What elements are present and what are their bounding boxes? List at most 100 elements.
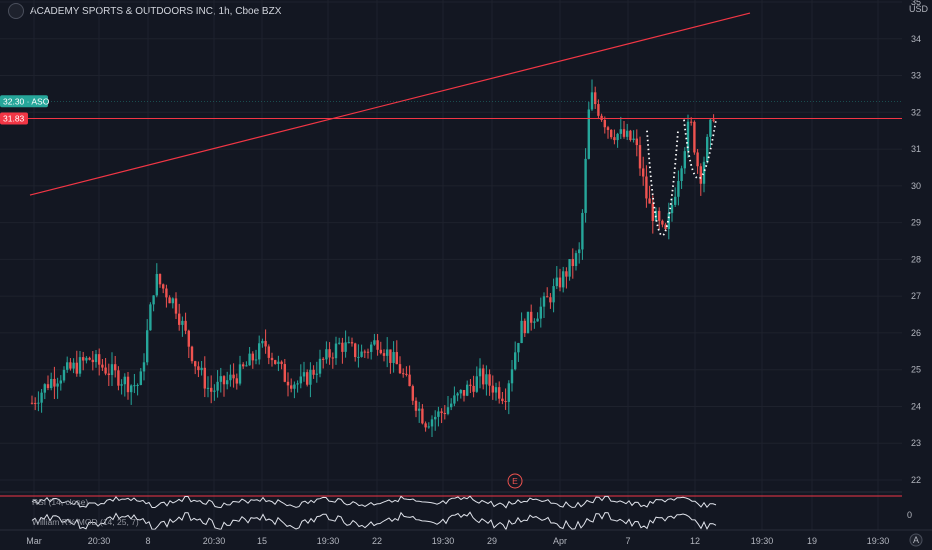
y-tick-label: 26 bbox=[911, 328, 921, 338]
price-tag bbox=[0, 112, 28, 125]
candle-body bbox=[693, 121, 696, 153]
candle-body bbox=[254, 359, 258, 361]
candle-body bbox=[155, 274, 158, 296]
candle-body bbox=[651, 203, 654, 222]
candle-body bbox=[629, 130, 632, 141]
candle-body bbox=[373, 340, 376, 345]
x-tick-label: 22 bbox=[372, 536, 382, 546]
y-tick-label: 22 bbox=[911, 475, 921, 485]
candle-body bbox=[139, 371, 142, 385]
candle-body bbox=[168, 297, 171, 304]
candle-body bbox=[469, 384, 472, 386]
candle-body bbox=[328, 349, 331, 358]
candle-body bbox=[530, 311, 533, 323]
chart-header: ACADEMY SPORTS & OUTDOORS INC, 1h, Cboe … bbox=[8, 3, 281, 19]
candle-body bbox=[171, 298, 174, 304]
candle-body bbox=[299, 376, 302, 384]
candle-body bbox=[78, 357, 82, 374]
candle-body bbox=[210, 387, 213, 392]
candle-body bbox=[542, 296, 546, 307]
candle-body bbox=[427, 426, 430, 428]
x-tick-label: 19:30 bbox=[751, 536, 774, 546]
y-tick-label: 31 bbox=[911, 144, 921, 154]
y-tick-label: 35 bbox=[911, 0, 921, 7]
candle-body bbox=[325, 349, 328, 360]
y-tick-label: 32 bbox=[911, 107, 921, 117]
candle-body bbox=[472, 385, 475, 392]
candle-body bbox=[75, 362, 78, 374]
candle-body bbox=[382, 353, 386, 356]
candle-body bbox=[350, 342, 354, 344]
candle-body bbox=[712, 119, 715, 121]
symbol-logo-icon[interactable] bbox=[8, 3, 24, 19]
candle-body bbox=[37, 402, 40, 404]
candle-body bbox=[482, 368, 485, 385]
candle-body bbox=[600, 115, 603, 120]
candle-body bbox=[341, 342, 344, 352]
price-tags: 32.30 · ASO 31.83 bbox=[0, 95, 50, 125]
candle-body bbox=[203, 367, 206, 389]
candle-body bbox=[258, 343, 261, 360]
candle-body bbox=[366, 351, 370, 353]
candle-body bbox=[290, 385, 293, 389]
candle-body bbox=[520, 320, 523, 344]
price-tag bbox=[0, 95, 48, 108]
candle-body bbox=[181, 320, 184, 325]
candle-body bbox=[414, 400, 418, 411]
candle-body bbox=[398, 364, 402, 374]
candle-body bbox=[142, 362, 146, 372]
candle-body bbox=[130, 385, 133, 393]
williams-r-level-label: 0 bbox=[907, 510, 912, 520]
candle-body bbox=[69, 362, 72, 369]
candle-body bbox=[43, 384, 46, 393]
candle-body bbox=[523, 320, 526, 334]
candle-body bbox=[146, 330, 149, 363]
candle-body bbox=[302, 372, 306, 377]
candle-body bbox=[491, 385, 494, 393]
y-tick-label: 25 bbox=[911, 365, 921, 375]
candle-body bbox=[395, 352, 398, 365]
x-tick-label: 7 bbox=[625, 536, 630, 546]
candle-body bbox=[424, 423, 427, 428]
candle-body bbox=[162, 284, 165, 289]
candle-body bbox=[136, 384, 139, 386]
candle-body bbox=[574, 253, 578, 267]
candle-body bbox=[552, 286, 555, 303]
y-tick-label: 23 bbox=[911, 438, 921, 448]
candle-body bbox=[379, 349, 382, 354]
candle-body bbox=[638, 145, 642, 169]
candle-body bbox=[357, 356, 360, 358]
candle-body bbox=[613, 137, 616, 141]
candle-body bbox=[674, 196, 677, 205]
candle-body bbox=[658, 210, 661, 221]
x-tick-label: 15 bbox=[257, 536, 267, 546]
candle-body bbox=[251, 353, 254, 361]
candle-body bbox=[267, 346, 270, 358]
candle-body bbox=[200, 367, 203, 371]
y-tick-label: 28 bbox=[911, 254, 921, 264]
candle-body bbox=[293, 384, 296, 389]
candle-body bbox=[706, 136, 709, 162]
candle-body bbox=[475, 376, 478, 392]
candle-body bbox=[222, 376, 226, 385]
x-tick-label: 20:30 bbox=[88, 536, 111, 546]
candle-body bbox=[635, 138, 638, 146]
candle-body bbox=[562, 271, 565, 288]
candle-body bbox=[459, 389, 462, 394]
candle-body bbox=[606, 127, 610, 130]
x-tick-label: Apr bbox=[553, 536, 567, 546]
candle-body bbox=[565, 271, 568, 277]
candle-body bbox=[670, 204, 674, 214]
time-axis[interactable]: Mar 20:30 8 20:30 15 19:30 22 19:30 29 Apr 7 12 19:3… bbox=[26, 533, 923, 547]
candle-body bbox=[30, 402, 34, 404]
candle-body bbox=[418, 408, 421, 411]
candle-body bbox=[686, 121, 690, 152]
candle-body bbox=[568, 259, 571, 277]
price-tag-label: 31.83 bbox=[3, 114, 25, 124]
candle-body bbox=[517, 343, 520, 353]
trendline bbox=[29, 12, 751, 196]
candle-body bbox=[594, 92, 597, 105]
candle-body bbox=[280, 361, 283, 365]
